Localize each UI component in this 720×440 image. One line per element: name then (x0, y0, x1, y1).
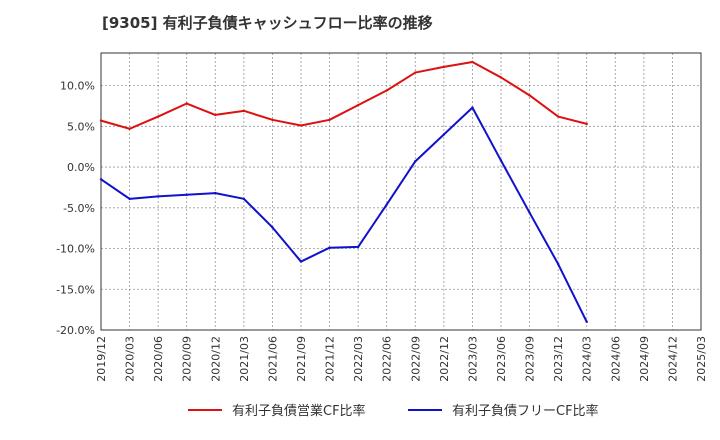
x-tick-label: 2024/06 (609, 336, 622, 382)
y-tick-label: 10.0% (60, 80, 95, 93)
legend-item-2: 有利子負債フリーCF比率 (408, 400, 599, 419)
x-tick-label: 2020/12 (209, 336, 222, 382)
legend: 有利子負債営業CF比率 有利子負債フリーCF比率 (0, 400, 720, 430)
x-tick-label: 2022/12 (438, 336, 451, 382)
y-tick-label: -20.0% (56, 324, 95, 337)
series-point-2 (356, 245, 360, 249)
series-point-2 (99, 178, 103, 181)
series-point-1 (499, 76, 503, 79)
series-point-2 (299, 260, 303, 263)
series-line-1 (100, 60, 587, 130)
x-tick-label: 2021/12 (324, 336, 337, 382)
series-point-2 (385, 203, 388, 206)
series-point-1 (471, 60, 474, 64)
series-point-1 (271, 118, 274, 122)
x-tick-label: 2023/12 (552, 336, 565, 382)
axis-layer (100, 52, 702, 331)
legend-swatch-blue (408, 408, 442, 411)
series-point-2 (242, 197, 246, 201)
y-tick-label: -5.0% (63, 202, 95, 215)
y-tick-label: 0.0% (67, 161, 95, 174)
series-point-1 (185, 102, 188, 105)
series-point-1 (528, 94, 531, 97)
series-point-2 (156, 195, 160, 198)
series-point-2 (499, 159, 503, 162)
series-point-1 (385, 89, 388, 92)
series-point-2 (556, 262, 560, 266)
legend-item-1: 有利子負債営業CF比率 (188, 400, 366, 419)
x-tick-label: 2022/03 (352, 336, 365, 382)
series-point-2 (214, 191, 217, 195)
series-point-1 (328, 118, 331, 122)
plot-frame (100, 52, 702, 331)
series-point-2 (185, 193, 188, 196)
series-point-2 (328, 246, 331, 249)
grid-layer (100, 53, 702, 331)
x-tick-label: 2023/03 (466, 336, 479, 382)
series-point-1 (214, 113, 217, 117)
series-point-1 (585, 122, 588, 126)
x-tick-label: 2022/06 (381, 336, 394, 382)
series-point-1 (128, 127, 131, 130)
legend-swatch-red (188, 408, 222, 411)
x-tick-label: 2020/09 (181, 336, 194, 382)
chart-title: [9305] 有利子負債キャッシュフロー比率の推移 (102, 14, 433, 32)
x-tick-label: 2024/09 (638, 336, 651, 382)
series-point-1 (156, 115, 160, 118)
legend-label-1: 有利子負債営業CF比率 (232, 404, 366, 419)
x-tick-label: 2020/03 (124, 336, 137, 382)
y-tick-label: 5.0% (67, 120, 95, 133)
series-point-2 (528, 211, 531, 214)
series-point-2 (271, 226, 274, 229)
series-point-1 (99, 119, 103, 122)
x-tick-label: 2023/06 (495, 336, 508, 382)
x-tick-label: 2019/12 (95, 336, 108, 382)
series-line-2 (100, 106, 588, 323)
x-tick-label: 2021/06 (266, 336, 279, 382)
series-point-1 (442, 65, 446, 69)
series-point-2 (414, 160, 417, 163)
x-tick-label: 2024/12 (666, 336, 679, 382)
x-tick-label: 2021/03 (238, 336, 251, 382)
y-tick-label: -15.0% (56, 283, 95, 296)
series-point-2 (442, 133, 446, 136)
x-tick-label: 2025/03 (695, 336, 708, 382)
series-point-2 (585, 320, 588, 324)
series-point-1 (242, 109, 246, 113)
x-tick-label: 2023/09 (524, 336, 537, 382)
series-point-1 (356, 103, 360, 107)
x-tick-label: 2022/09 (409, 336, 422, 382)
x-tick-label: 2021/09 (295, 336, 308, 382)
legend-label-2: 有利子負債フリーCF比率 (452, 404, 599, 419)
plot-area (101, 53, 701, 330)
series-point-2 (128, 197, 131, 201)
label-layer: 10.0% 5.0% 0.0% -5.0% -10.0% -15.0% -20.0%2019… (56, 80, 708, 382)
series-point-1 (556, 115, 560, 118)
x-tick-label: 2020/06 (152, 336, 165, 382)
series-point-1 (414, 71, 417, 74)
series-point-1 (299, 124, 303, 127)
y-tick-label: -10.0% (56, 243, 95, 256)
series-layer (99, 60, 588, 324)
series-point-2 (471, 106, 474, 109)
x-tick-label: 2024/03 (581, 336, 594, 382)
